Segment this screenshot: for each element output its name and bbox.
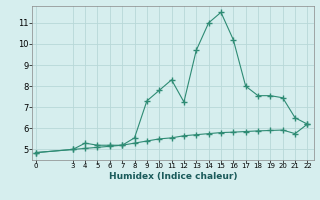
X-axis label: Humidex (Indice chaleur): Humidex (Indice chaleur) [108, 172, 237, 181]
